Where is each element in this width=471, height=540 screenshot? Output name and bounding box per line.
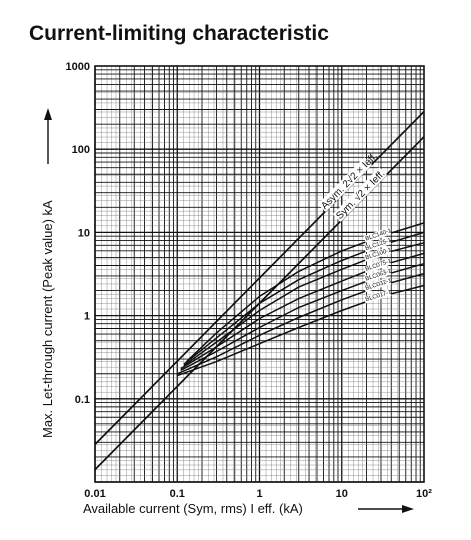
y-tick-label: 0.1 <box>75 394 90 406</box>
x-axis-arrow-head <box>402 505 414 513</box>
y-tick-label: 1 <box>84 311 90 323</box>
y-tick-label: 100 <box>72 144 90 156</box>
x-tick-label: 10 <box>336 488 348 500</box>
series-line-9 <box>177 284 425 377</box>
series-label-9: BLC017-1 <box>365 289 393 303</box>
y-tick-label: 1000 <box>66 61 90 73</box>
x-axis-label: Available current (Sym, rms) I eff. (kA) <box>83 501 303 516</box>
x-tick-label: 1 <box>256 488 262 500</box>
chart-title: Current-limiting characteristic <box>29 22 329 45</box>
y-tick-labels: 1000 100 10 1 0.1 <box>66 61 90 406</box>
y-axis-label: Max. Let-through current (Peak value) kA <box>40 200 55 438</box>
x-tick-label: 0.01 <box>84 488 105 500</box>
series-label-backdrop <box>363 277 392 293</box>
series-label-backdrop <box>363 237 392 253</box>
y-axis-arrow-head <box>44 108 52 120</box>
x-tick-labels: 0.01 0.1 1 10 10² <box>84 488 432 500</box>
grid <box>94 66 424 483</box>
x-tick-label: 0.1 <box>170 488 185 500</box>
series-label-backdrop <box>332 167 388 222</box>
series-label-backdrop <box>363 227 392 243</box>
series-label-backdrop <box>317 157 373 212</box>
series-label-backdrop <box>363 267 392 283</box>
series-label-backdrop <box>363 288 392 304</box>
series-label-backdrop <box>363 257 392 274</box>
y-tick-label: 10 <box>78 227 90 239</box>
series-label-backdrop <box>363 246 392 262</box>
x-tick-label: 10² <box>416 488 432 500</box>
